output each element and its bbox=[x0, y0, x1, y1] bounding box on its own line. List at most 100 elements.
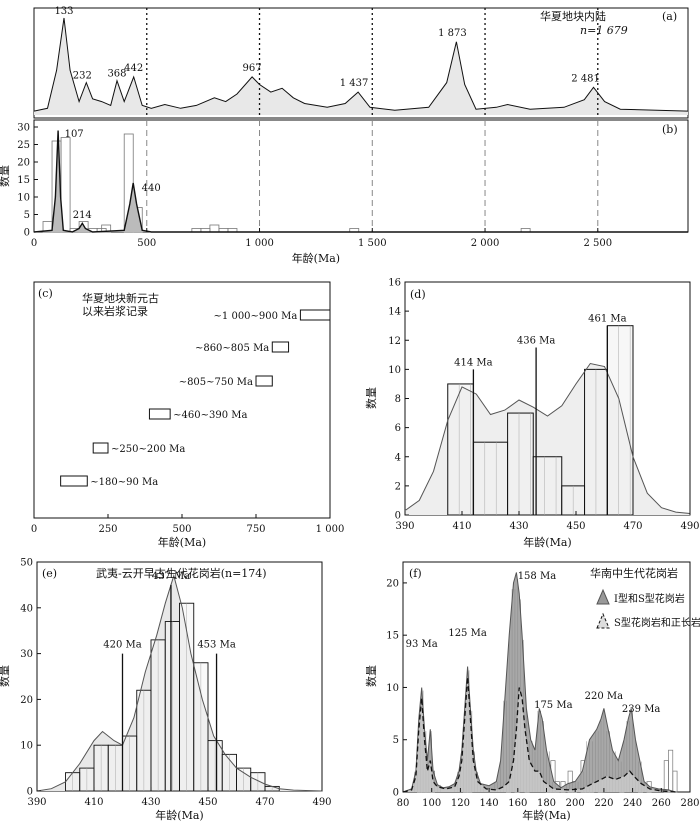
b-y-tick-label: 15 bbox=[17, 175, 30, 186]
f-x-tick-label: 160 bbox=[508, 798, 527, 809]
d-x-tick-label: 470 bbox=[623, 521, 642, 532]
histogram-bar bbox=[672, 770, 678, 793]
peak-label: 437 Ma bbox=[152, 571, 191, 582]
series-area-i-s-granite bbox=[403, 572, 676, 792]
histogram-bar bbox=[209, 224, 220, 233]
histogram-bar bbox=[447, 383, 474, 516]
f-y-tick-label: 10 bbox=[386, 683, 399, 694]
b-y-tick-label: 0 bbox=[24, 228, 30, 239]
peak-label: 368 bbox=[107, 69, 126, 80]
e-x-tick-label: 430 bbox=[141, 797, 160, 808]
legend-label: S型花岗岩和正长岩 bbox=[614, 616, 700, 629]
histogram-bar bbox=[507, 412, 534, 516]
c-x-tick-label: 750 bbox=[246, 524, 265, 535]
d-y-tick-label: 10 bbox=[388, 365, 401, 376]
c-x-tick-label: 250 bbox=[98, 524, 117, 535]
age-range-label: ~180~90 Ma bbox=[90, 477, 158, 488]
e-y-tick-label: 40 bbox=[20, 603, 33, 614]
age-range-bar bbox=[60, 475, 88, 487]
e-y-tick-label: 30 bbox=[20, 649, 33, 660]
density-curve bbox=[36, 573, 323, 792]
b-y-tick-label: 30 bbox=[17, 123, 30, 134]
peak-label: 967 bbox=[243, 63, 262, 74]
f-x-tick-label: 80 bbox=[397, 798, 410, 809]
f-y-tick-label: 0 bbox=[393, 788, 399, 799]
peak-label: 1 873 bbox=[438, 28, 467, 39]
f-y-tick-label: 20 bbox=[386, 578, 399, 589]
series-area-s-granite-syenite bbox=[403, 677, 676, 792]
d-y-tick-label: 4 bbox=[395, 452, 401, 463]
b-y-tick-label: 5 bbox=[24, 210, 30, 221]
e-y-tick-label: 0 bbox=[27, 787, 33, 798]
peak-label: 1 437 bbox=[340, 78, 369, 89]
age-range-bar bbox=[271, 341, 290, 353]
b-x-tick-label: 2 000 bbox=[471, 238, 500, 249]
panel-f: 93 Ma 125 Ma 158 Ma 175 Ma 220 Ma 239 Ma 0 5 10 1… bbox=[365, 561, 700, 822]
f-y-tick-label: 15 bbox=[386, 631, 399, 642]
f-x-tick-label: 220 bbox=[594, 798, 613, 809]
f-x-tick-label: 240 bbox=[623, 798, 642, 809]
peak-label: 125 Ma bbox=[448, 628, 487, 639]
f-y-axis-label: 数量 bbox=[365, 665, 378, 687]
density-curve bbox=[33, 17, 689, 112]
panel-b: 0 5 10 15 20 25 30 0 500 1 000 1 500 2 000 2 500 数量年龄… bbox=[0, 119, 689, 265]
panel-title: 以来岩浆记录 bbox=[82, 304, 148, 318]
b-y-tick-label: 20 bbox=[17, 158, 30, 169]
peak-label: 2 481 bbox=[571, 73, 600, 84]
d-y-tick-label: 14 bbox=[388, 307, 401, 318]
e-x-tick-label: 450 bbox=[198, 797, 217, 808]
panel-label: (c) bbox=[38, 287, 53, 300]
peak-label: 442 bbox=[124, 63, 143, 74]
e-x-tick-label: 470 bbox=[255, 797, 274, 808]
panel-label: (a) bbox=[662, 10, 677, 23]
histogram-bar bbox=[532, 456, 563, 516]
peak-label: 93 Ma bbox=[406, 639, 438, 650]
age-range-label: ~860~805 Ma bbox=[195, 343, 269, 354]
d-y-tick-label: 8 bbox=[395, 394, 401, 405]
d-x-tick-label: 490 bbox=[680, 521, 699, 532]
e-y-tick-label: 20 bbox=[20, 695, 33, 706]
b-x-tick-label: 0 bbox=[31, 238, 37, 249]
peak-label: 461 Ma bbox=[588, 314, 627, 325]
x-axis-label: 年龄(Ma) bbox=[522, 808, 570, 822]
peak-label: 436 Ma bbox=[517, 336, 556, 347]
d-y-tick-label: 16 bbox=[388, 278, 401, 289]
b-y-tick-label: 10 bbox=[17, 193, 30, 204]
f-x-tick-label: 180 bbox=[537, 798, 556, 809]
plot-frame bbox=[33, 7, 689, 119]
legend-swatch-dashed bbox=[596, 612, 610, 629]
histogram-bar bbox=[668, 749, 674, 793]
legend-swatch-solid bbox=[596, 588, 610, 605]
age-range-label: ~805~750 Ma bbox=[179, 377, 253, 388]
panel-e: 420 Ma 437 Ma 453 Ma 0 10 20 30 40 50 390 410 430 45… bbox=[0, 558, 332, 823]
b-y-axis-label: 数量 bbox=[0, 165, 11, 187]
panel-d: 414 Ma 436 Ma 461 Ma 0 2 4 6 8 10 12 14 16 390 410 430… bbox=[365, 278, 700, 550]
x-axis-label: 年龄(Ma) bbox=[155, 808, 203, 822]
histogram-bar bbox=[472, 441, 509, 516]
sample-count: n=1 679 bbox=[580, 24, 628, 37]
e-x-tick-label: 390 bbox=[27, 797, 46, 808]
c-x-tick-label: 0 bbox=[31, 524, 37, 535]
density-area bbox=[34, 130, 688, 232]
legend-label: I型和S型花岗岩 bbox=[614, 592, 685, 605]
d-y-tick-label: 6 bbox=[395, 423, 401, 434]
peak-label: 239 Ma bbox=[622, 704, 661, 715]
b-x-tick-label: 500 bbox=[137, 238, 156, 249]
d-y-axis-label: 数量 bbox=[365, 387, 378, 409]
e-y-axis-label: 数量 bbox=[0, 665, 11, 687]
f-x-tick-label: 260 bbox=[652, 798, 671, 809]
panel-title: 华南中生代花岗岩 bbox=[590, 566, 678, 580]
e-x-tick-label: 410 bbox=[84, 797, 103, 808]
f-y-tick-label: 5 bbox=[393, 735, 399, 746]
peak-label: 175 Ma bbox=[534, 700, 573, 711]
f-x-tick-label: 280 bbox=[680, 798, 699, 809]
panel-label: (b) bbox=[662, 123, 678, 136]
peak-label: 107 bbox=[65, 129, 84, 140]
age-range-label: ~1 000~900 Ma bbox=[214, 311, 298, 322]
d-x-tick-label: 410 bbox=[452, 521, 471, 532]
peak-label: 232 bbox=[73, 71, 92, 82]
histogram-bar bbox=[606, 325, 634, 516]
f-x-tick-label: 120 bbox=[451, 798, 470, 809]
